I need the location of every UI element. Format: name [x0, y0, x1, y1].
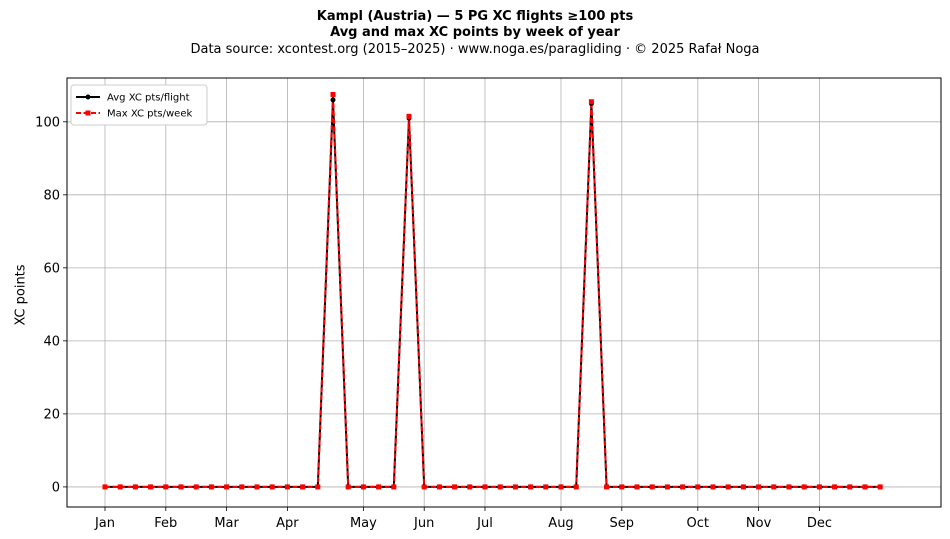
max-point	[482, 484, 488, 490]
x-tick-label: Dec	[807, 516, 832, 531]
max-point	[725, 484, 731, 490]
max-point	[360, 484, 366, 490]
x-tick-label: Sep	[610, 516, 635, 531]
x-tick-label: Aug	[548, 516, 573, 531]
max-point	[756, 484, 762, 490]
series-layer	[102, 91, 883, 490]
y-tick-label: 60	[43, 261, 60, 276]
max-point	[619, 484, 625, 490]
legend: Avg XC pts/flight Max XC pts/week	[70, 84, 208, 126]
plot-frame	[66, 77, 942, 508]
max-point	[239, 484, 245, 490]
y-tick-label: 0	[52, 480, 60, 495]
max-point	[558, 484, 564, 490]
max-point	[604, 484, 610, 490]
max-point	[664, 484, 670, 490]
avg-point	[330, 97, 336, 103]
max-point	[330, 91, 336, 97]
max-point	[816, 484, 822, 490]
max-point	[649, 484, 655, 490]
max-point	[862, 484, 868, 490]
max-point	[543, 484, 549, 490]
max-point	[315, 484, 321, 490]
max-point	[132, 484, 138, 490]
max-point	[284, 484, 290, 490]
max-point	[467, 484, 473, 490]
max-point	[771, 484, 777, 490]
max-point	[376, 484, 382, 490]
max-point	[208, 484, 214, 490]
series-line-avg	[105, 98, 881, 488]
max-point	[193, 484, 199, 490]
legend-avg-marker	[85, 94, 91, 100]
y-tick-label: 100	[35, 115, 60, 130]
x-tick-label: Nov	[746, 516, 772, 531]
max-point	[224, 484, 230, 490]
chart-subtitle: Avg and max XC points by week of year	[330, 25, 620, 40]
legend-max-label: Max XC pts/week	[107, 109, 192, 120]
max-point	[588, 99, 594, 105]
max-point	[497, 484, 503, 490]
max-point	[680, 484, 686, 490]
y-tick-label: 80	[43, 188, 60, 203]
legend-avg-label: Avg XC pts/flight	[107, 93, 190, 104]
y-tick-label: 40	[43, 334, 60, 349]
series-line-max	[105, 93, 881, 488]
chart-titles: Kampl (Austria) — 5 PG XC flights ≥100 p…	[0, 9, 950, 58]
max-point	[801, 484, 807, 490]
max-point	[847, 484, 853, 490]
max-point	[786, 484, 792, 490]
max-point	[102, 484, 108, 490]
y-axis-label: XC points	[14, 264, 29, 325]
max-point	[406, 113, 412, 119]
legend-box	[70, 84, 208, 126]
max-point	[573, 484, 579, 490]
max-point	[436, 484, 442, 490]
x-tick-label: Apr	[276, 516, 299, 531]
legend-max-marker	[85, 110, 91, 116]
y-tick-label: 20	[43, 407, 60, 422]
tick-layer: 0 20 40 60 80 100 Jan Feb Mar Apr May Jun Jul Aug Sep O…	[35, 115, 832, 531]
chart-title: Kampl (Austria) — 5 PG XC flights ≥100 p…	[316, 9, 634, 24]
x-tick-label: May	[350, 516, 377, 531]
max-point	[345, 484, 351, 490]
x-tick-label: Feb	[154, 516, 177, 531]
x-tick-label: Jan	[94, 516, 115, 531]
max-point	[178, 484, 184, 490]
x-tick-label: Mar	[214, 516, 239, 531]
max-point	[269, 484, 275, 490]
max-point	[695, 484, 701, 490]
x-tick-label: Jun	[413, 516, 434, 531]
max-point	[877, 484, 883, 490]
max-point	[452, 484, 458, 490]
max-point	[421, 484, 427, 490]
data-source-note: Data source: xcontest.org (2015–2025) · …	[190, 42, 760, 57]
x-tick-label: Oct	[687, 516, 709, 531]
max-point	[254, 484, 260, 490]
max-point	[710, 484, 716, 490]
grid-lines	[67, 78, 941, 507]
max-point	[117, 484, 123, 490]
max-point	[634, 484, 640, 490]
max-point	[391, 484, 397, 490]
max-point	[740, 484, 746, 490]
max-point	[528, 484, 534, 490]
max-point	[163, 484, 169, 490]
max-point	[512, 484, 518, 490]
max-point	[300, 484, 306, 490]
max-point	[148, 484, 154, 490]
x-tick-label: Jul	[476, 516, 493, 531]
max-point	[832, 484, 838, 490]
